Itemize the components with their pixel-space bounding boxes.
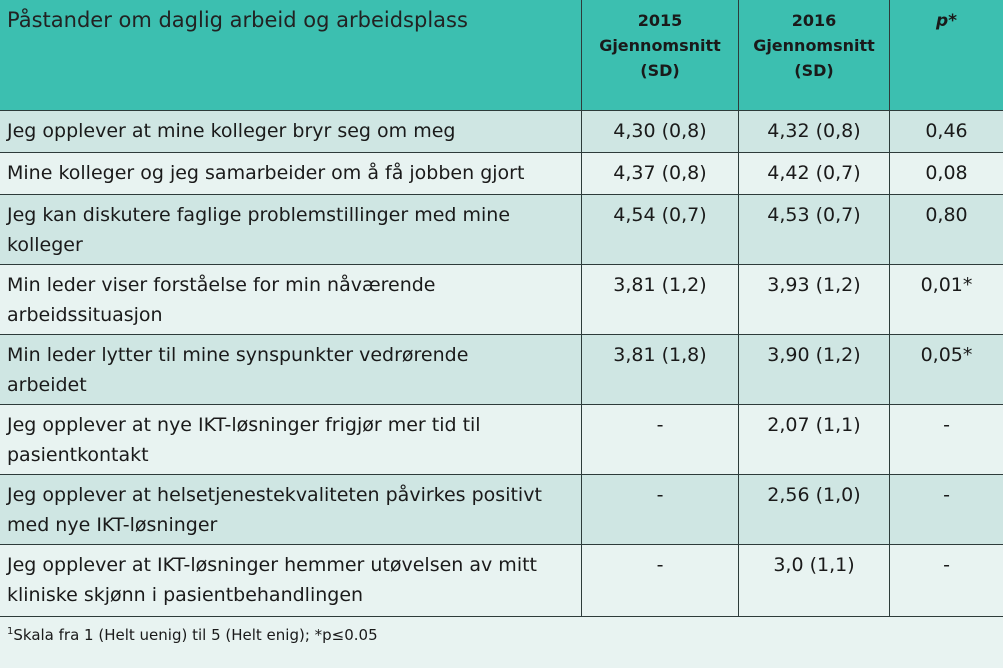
footnote-superscript: 1	[7, 626, 14, 637]
value-2016: 4,53 (0,7)	[767, 204, 861, 226]
p-value: 0,46	[925, 120, 968, 142]
p-value: 0,80	[925, 204, 968, 226]
value-2016: 3,93 (1,2)	[767, 274, 861, 296]
header-2015-label: 2015 Gjennomsnitt (SD)	[599, 11, 721, 80]
value-2016: 2,56 (1,0)	[767, 484, 861, 506]
table-row: Jeg opplever at mine kolleger bryr seg o…	[0, 111, 1003, 153]
table-row: Jeg opplever at IKT-løsninger hemmer utø…	[0, 545, 1003, 617]
value-2015: 3,81 (1,8)	[613, 344, 707, 366]
header-2016-label: 2016 Gjennomsnitt (SD)	[753, 11, 875, 80]
p-value: -	[943, 414, 950, 436]
p-value: -	[943, 484, 950, 506]
value-2016: 4,32 (0,8)	[767, 120, 861, 142]
table-row: Mine kolleger og jeg samarbeider om å få…	[0, 153, 1003, 195]
statement-text: Jeg opplever at nye IKT-løsninger frigjø…	[7, 414, 481, 466]
p-value: 0,08	[925, 162, 968, 184]
value-2015: -	[656, 484, 664, 506]
statement-text: Jeg opplever at helsetjenestekvaliteten …	[7, 484, 542, 536]
table-row: Min leder lytter til mine synspunkter ve…	[0, 335, 1003, 405]
table-row: Min leder viser forståelse for min nåvær…	[0, 265, 1003, 335]
value-2015: 4,30 (0,8)	[613, 120, 707, 142]
value-2015: 3,81 (1,2)	[613, 274, 707, 296]
statement-text: Min leder viser forståelse for min nåvær…	[7, 274, 436, 326]
value-2016: 4,42 (0,7)	[767, 162, 861, 184]
p-value: 0,05*	[920, 344, 973, 366]
value-2015: 4,37 (0,8)	[613, 162, 707, 184]
p-value: 0,01*	[920, 274, 973, 296]
footnote-text: Skala fra 1 (Helt uenig) til 5 (Helt eni…	[13, 626, 378, 644]
value-2015: -	[656, 554, 664, 576]
header-2016-cell: 2016 Gjennomsnitt (SD)	[738, 0, 889, 110]
header-2015-cell: 2015 Gjennomsnitt (SD)	[581, 0, 738, 110]
value-2016: 3,90 (1,2)	[767, 344, 861, 366]
table-row: Jeg opplever at helsetjenestekvaliteten …	[0, 475, 1003, 545]
table-row: Jeg opplever at nye IKT-løsninger frigjø…	[0, 405, 1003, 475]
header-statement-title: Påstander om daglig arbeid og arbeidspla…	[7, 8, 468, 32]
statement-text: Jeg opplever at mine kolleger bryr seg o…	[7, 120, 456, 142]
value-2016: 3,0 (1,1)	[773, 554, 855, 576]
value-2015: 4,54 (0,7)	[613, 204, 707, 226]
table-footer-row: 1Skala fra 1 (Helt uenig) til 5 (Helt en…	[0, 617, 1003, 668]
header-p-label: p*	[935, 11, 958, 31]
table-row: Jeg kan diskutere faglige problemstillin…	[0, 195, 1003, 265]
statement-text: Min leder lytter til mine synspunkter ve…	[7, 344, 469, 396]
value-2016: 2,07 (1,1)	[767, 414, 861, 436]
value-2015: -	[656, 414, 664, 436]
statement-text: Mine kolleger og jeg samarbeider om å få…	[7, 162, 525, 184]
table-footnote: 1Skala fra 1 (Helt uenig) til 5 (Helt en…	[7, 625, 378, 645]
header-statement-cell: Påstander om daglig arbeid og arbeidspla…	[0, 0, 581, 110]
statement-text: Jeg opplever at IKT-løsninger hemmer utø…	[7, 554, 537, 606]
header-p-cell: p*	[889, 0, 1003, 110]
p-value: -	[943, 554, 950, 576]
statement-text: Jeg kan diskutere faglige problemstillin…	[7, 204, 511, 256]
table-header-row: Påstander om daglig arbeid og arbeidspla…	[0, 0, 1003, 111]
